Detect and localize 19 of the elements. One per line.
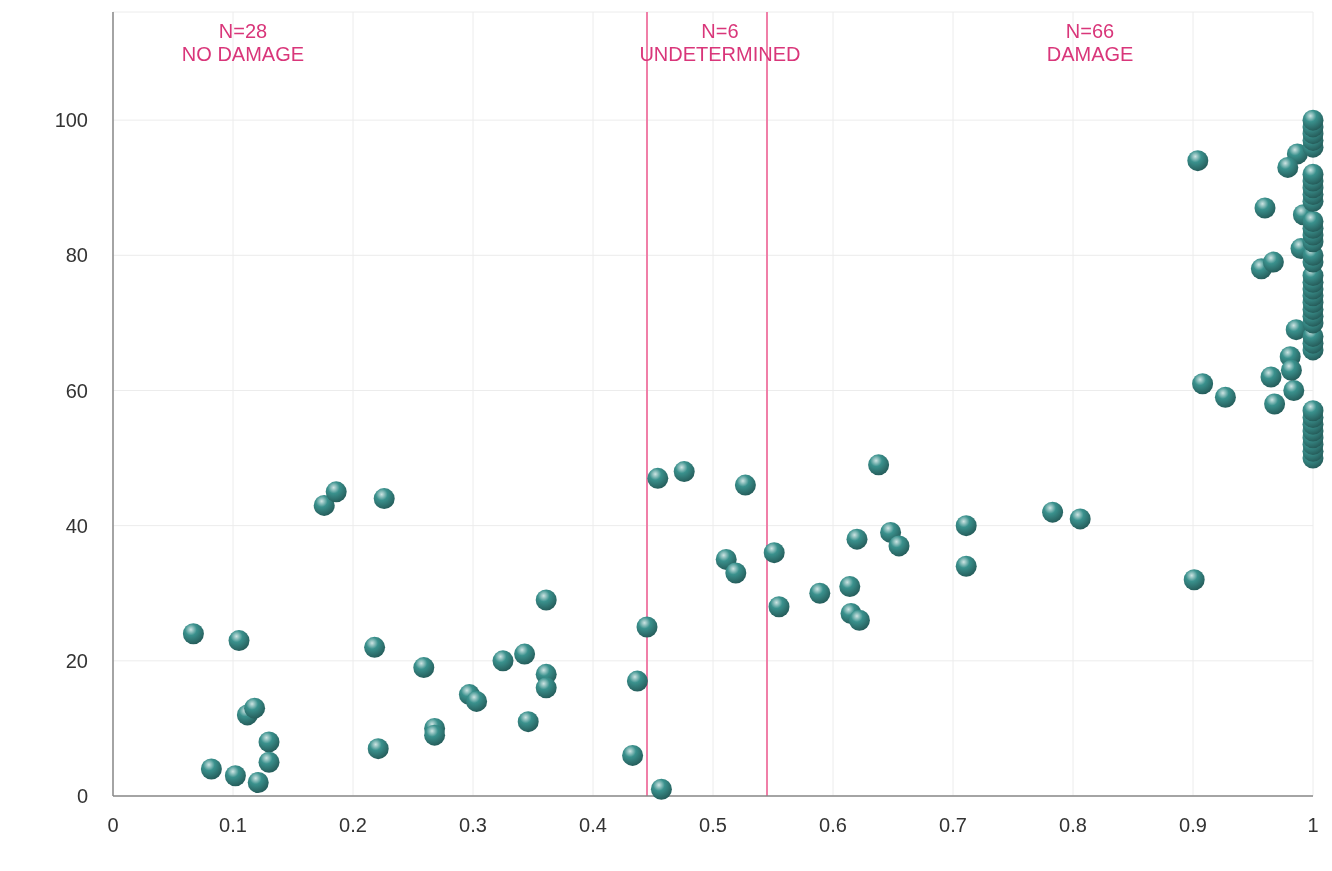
y-tick-label: 40 [65, 514, 88, 537]
y-tick-label: 80 [65, 244, 88, 267]
x-tick-label: 0.1 [219, 814, 247, 837]
x-tick-label: 0.2 [339, 814, 367, 837]
x-tick-label: 0.5 [699, 814, 727, 837]
annotation: N=66 DAMAGE [1046, 19, 1134, 66]
x-tick-label: 0 [107, 814, 119, 837]
x-tick-label: 1 [1307, 814, 1319, 837]
y-tick-label: 100 [54, 109, 88, 132]
x-tick-label: 0.4 [579, 814, 607, 837]
x-tick-label: 0.7 [939, 814, 967, 837]
x-tick-label: 0.8 [1059, 814, 1087, 837]
y-tick-label: 60 [65, 379, 88, 402]
y-tick-label: 20 [65, 649, 88, 672]
x-tick-label: 0.9 [1179, 814, 1207, 837]
x-tick-label: 0.3 [459, 814, 487, 837]
x-tick-label: 0.6 [819, 814, 847, 837]
annotation: N=28 NO DAMAGE [181, 19, 305, 66]
y-tick-label: 0 [76, 785, 88, 808]
